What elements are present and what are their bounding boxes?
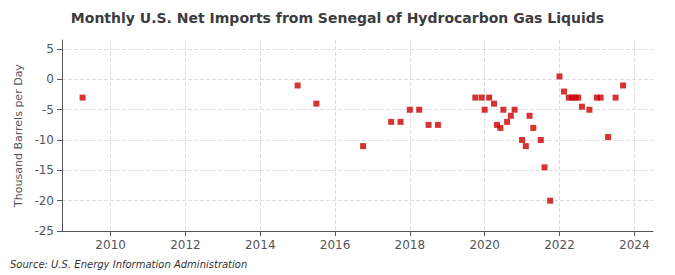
svg-text:2010: 2010 [95, 238, 126, 252]
svg-text:2024: 2024 [619, 238, 650, 252]
svg-text:2014: 2014 [245, 238, 276, 252]
svg-text:0: 0 [46, 72, 54, 86]
svg-text:2018: 2018 [395, 238, 426, 252]
svg-text:Source: U.S. Energy Informatio: Source: U.S. Energy Information Administ… [10, 259, 247, 270]
svg-text:5: 5 [46, 42, 54, 56]
svg-text:-5: -5 [42, 103, 54, 117]
svg-text:-20: -20 [34, 194, 54, 208]
svg-text:Monthly U.S. Net Imports from: Monthly U.S. Net Imports from Senegal of… [71, 10, 604, 26]
svg-text:2016: 2016 [320, 238, 351, 252]
svg-text:2012: 2012 [170, 238, 201, 252]
svg-text:-10: -10 [34, 133, 54, 147]
svg-text:Thousand Barrels per Day: Thousand Barrels per Day [12, 64, 25, 208]
svg-text:-15: -15 [34, 163, 54, 177]
svg-text:-25: -25 [34, 224, 54, 238]
svg-text:2022: 2022 [544, 238, 575, 252]
svg-text:2020: 2020 [469, 238, 500, 252]
